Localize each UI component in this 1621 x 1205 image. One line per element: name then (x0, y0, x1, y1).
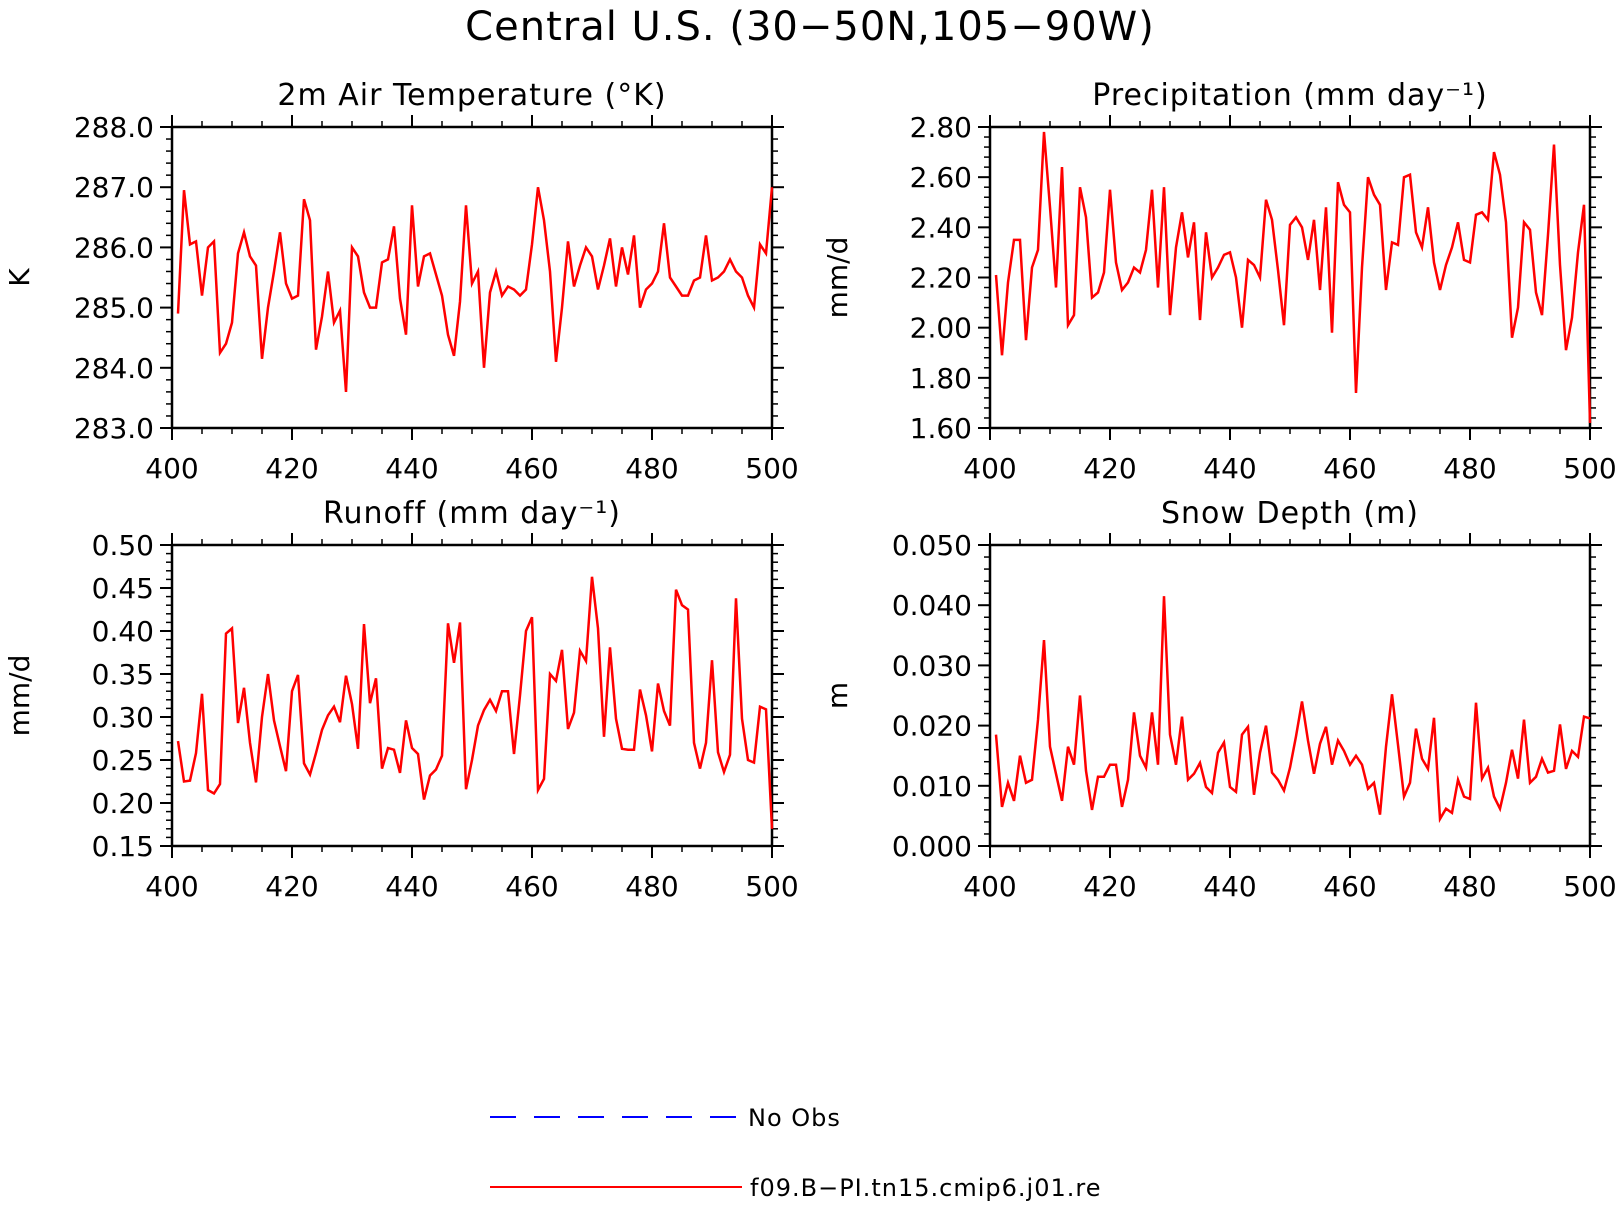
x-tick-label: 460 (505, 870, 558, 903)
x-tick-label: 480 (625, 870, 678, 903)
y-tick-label: 283.0 (74, 412, 154, 445)
series-line-runoff (176, 576, 774, 829)
panel-runoff: Runoff (mm day⁻¹) 0.15 0.20 0.25 0.30 0.35 0.4… (3, 496, 799, 903)
y-tick-label: 284.0 (74, 352, 154, 385)
y-tick-label: 0.030 (892, 649, 972, 682)
y-tick-label: 2.60 (910, 161, 972, 194)
y-axis-label: K (3, 268, 36, 287)
x-tick-label: 420 (265, 870, 318, 903)
legend-label-model-run: f09.B−PI.tn15.cmip6.j01.re (750, 1174, 1101, 1202)
y-tick-label: 0.25 (92, 744, 154, 777)
y-tick-label: 0.050 (892, 529, 972, 562)
series-line-precipitation (994, 131, 1592, 424)
y-tick-label: 287.0 (74, 171, 154, 204)
x-tick-label: 480 (1443, 452, 1496, 485)
x-tick-label: 440 (385, 452, 438, 485)
x-tick-label: 420 (265, 452, 318, 485)
x-tick-label: 460 (1323, 870, 1376, 903)
y-tick-label: 0.040 (892, 589, 972, 622)
x-tick-label: 440 (385, 870, 438, 903)
y-tick-label: 2.80 (910, 111, 972, 144)
y-axis-label: mm/d (821, 237, 854, 319)
x-tick-label: 440 (1203, 452, 1256, 485)
y-tick-label: 2.40 (910, 211, 972, 244)
y-tick-label: 288.0 (74, 111, 154, 144)
series-line-snow-depth (994, 596, 1591, 824)
x-tick-label: 460 (505, 452, 558, 485)
x-tick-label: 500 (1563, 452, 1616, 485)
y-tick-label: 0.45 (92, 572, 154, 605)
main-title: Central U.S. (30−50N,105−90W) (465, 4, 1155, 50)
x-tick-label: 400 (145, 870, 198, 903)
y-tick-label: 0.000 (892, 830, 972, 863)
y-tick-label: 0.30 (92, 701, 154, 734)
panel-title: Precipitation (mm day⁻¹) (1092, 78, 1487, 113)
panel-air-temperature: 2m Air Temperature (°K) 283.0 284.0 285.0 28… (3, 78, 799, 485)
x-tick-label: 480 (625, 452, 678, 485)
plot-frame (170, 543, 774, 848)
y-axis-label: mm/d (3, 655, 36, 737)
y-tick-label: 0.010 (892, 770, 972, 803)
series-line-air-temperature (176, 186, 774, 392)
x-tick-label: 500 (1563, 870, 1616, 903)
y-tick-label: 0.20 (92, 787, 154, 820)
panel-title: Runoff (mm day⁻¹) (323, 496, 621, 531)
y-tick-label: 285.0 (74, 292, 154, 325)
panel-title: Snow Depth (m) (1161, 496, 1419, 531)
y-tick-label: 0.020 (892, 710, 972, 743)
x-tick-label: 480 (1443, 870, 1496, 903)
x-tick-label: 400 (963, 870, 1016, 903)
y-tick-label: 2.00 (910, 312, 972, 345)
x-tick-label: 500 (745, 452, 798, 485)
panel-precipitation: Precipitation (mm day⁻¹) 1.60 1.80 2.00 2.20… (821, 78, 1617, 485)
x-tick-label: 440 (1203, 870, 1256, 903)
y-tick-label: 0.35 (92, 658, 154, 691)
y-tick-label: 2.20 (910, 262, 972, 295)
legend: No Obs f09.B−PI.tn15.cmip6.j01.re (490, 1104, 1101, 1202)
x-tick-label: 400 (145, 452, 198, 485)
panel-title: 2m Air Temperature (°K) (277, 78, 666, 113)
y-tick-label: 0.15 (92, 830, 154, 863)
panel-snow-depth: Snow Depth (m) 0.000 0.010 0.020 0.030 0.040 0… (821, 496, 1617, 903)
x-tick-label: 420 (1083, 452, 1136, 485)
x-tick-label: 420 (1083, 870, 1136, 903)
y-tick-label: 1.80 (910, 362, 972, 395)
y-axis-label: m (821, 682, 854, 709)
y-tick-label: 1.60 (910, 412, 972, 445)
legend-label-no-obs: No Obs (748, 1104, 841, 1132)
x-tick-label: 460 (1323, 452, 1376, 485)
y-tick-label: 286.0 (74, 231, 154, 264)
y-tick-label: 0.40 (92, 615, 154, 648)
x-tick-label: 400 (963, 452, 1016, 485)
x-tick-label: 500 (745, 870, 798, 903)
y-tick-label: 0.50 (92, 529, 154, 562)
